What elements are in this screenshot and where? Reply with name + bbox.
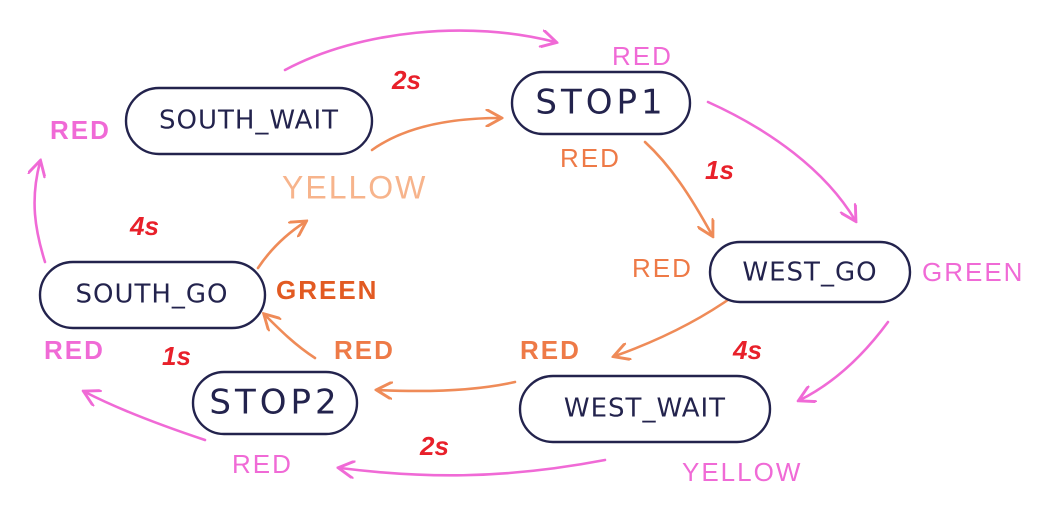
state-south-wait-label: SOUTH_WAIT [159, 106, 339, 136]
state-stop1-label: STOP1 [535, 83, 666, 123]
outer-arrow-south-wait-to-stop1 [283, 29, 555, 72]
state-south-go-label: SOUTH_GO [75, 280, 228, 310]
inner-light-west-wait: RED [520, 335, 581, 365]
inner-arrow-west-wait-to-stop2 [378, 380, 517, 391]
inner-arrow-west-go-to-west-wait [615, 293, 737, 356]
time-label-south-go-to-south-wait: 4s [129, 211, 159, 241]
outer-arrow-west-go-to-west-wait [800, 320, 890, 400]
state-stop1: STOP1 [510, 70, 692, 136]
inner-light-south-go: GREEN [276, 275, 378, 305]
outer-arrow-stop2-to-south-go [85, 392, 207, 442]
time-label-stop2-to-south-go: 1s [162, 341, 191, 371]
state-stop2-label: STOP2 [209, 383, 340, 423]
inner-arrow-south-wait-to-stop1 [370, 118, 500, 152]
outer-light-west-wait: YELLOW [682, 457, 802, 487]
outer-arrow-south-go-to-south-wait [35, 162, 45, 264]
state-stop2: STOP2 [191, 370, 359, 436]
outer-light-stop1: RED [612, 41, 673, 71]
state-west-go-label: WEST_GO [742, 258, 877, 288]
state-south-wait: SOUTH_WAIT [124, 86, 374, 156]
outer-light-south-wait: RED [50, 115, 111, 145]
outer-light-west-go: GREEN [922, 257, 1024, 287]
inner-light-stop1: RED [560, 143, 621, 173]
inner-light-west-go: RED [632, 253, 693, 283]
inner-light-stop2: RED [334, 335, 395, 365]
outer-light-south-go: RED [44, 335, 105, 365]
inner-arrow-stop2-to-south-go [265, 315, 317, 360]
time-label-south-wait-to-stop1: 2s [391, 65, 421, 95]
outer-arrow-west-wait-to-stop2 [340, 458, 607, 475]
state-west-wait: WEST_WAIT [518, 374, 772, 444]
time-label-west-go-to-west-wait: 4s [732, 335, 762, 365]
inner-arrow-south-go-to-south-wait [256, 222, 305, 270]
state-south-go: SOUTH_GO [38, 260, 267, 330]
time-label-west-wait-to-stop2: 2s [419, 431, 449, 461]
outer-arrow-stop1-to-west-go [706, 100, 855, 220]
inner-light-south-wait: YELLOW [282, 169, 427, 205]
outer-light-stop2: RED [232, 449, 293, 479]
state-west-go: WEST_GO [708, 240, 912, 304]
inner-arrow-stop1-to-west-go [643, 140, 712, 235]
time-label-stop1-to-west-go: 1s [705, 155, 734, 185]
state-west-wait-label: WEST_WAIT [564, 394, 726, 424]
